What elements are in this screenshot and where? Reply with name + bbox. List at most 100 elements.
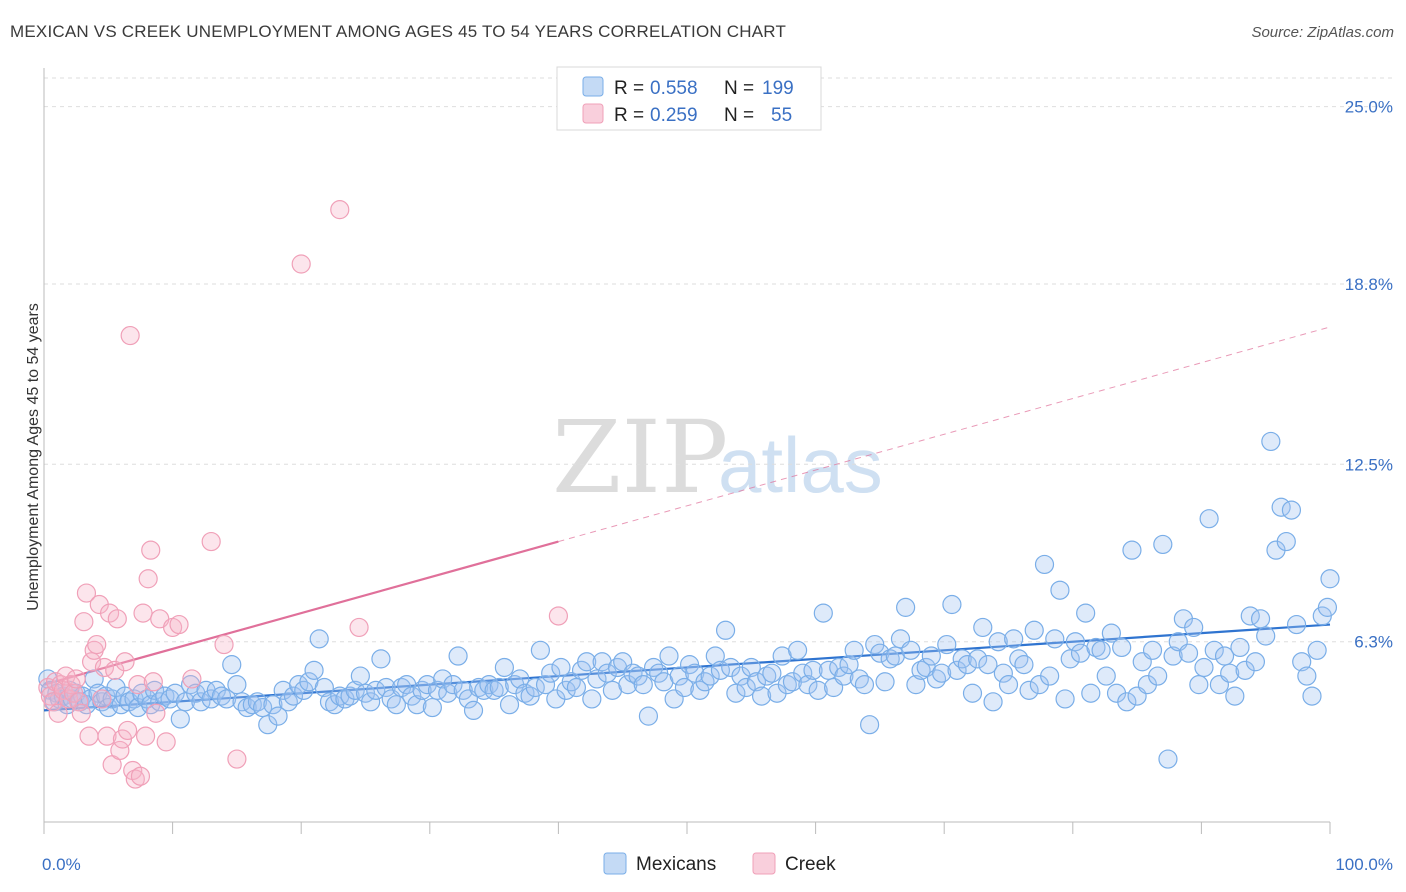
point-mexicans-185 <box>947 660 967 680</box>
point-mexicans-148 <box>757 666 777 686</box>
point-mexicans-126 <box>643 657 664 678</box>
point-creek-37 <box>133 603 153 623</box>
point-mexicans-98 <box>499 695 520 715</box>
chart-source: Source: ZipAtlas.com <box>1251 24 1394 41</box>
legend-r-value-mexicans: 0.558 <box>650 78 698 99</box>
point-mexicans-60 <box>304 660 324 680</box>
point-mexicans-85 <box>433 669 453 689</box>
point-mexicans-80 <box>407 695 427 715</box>
point-mexicans-188 <box>962 683 983 703</box>
point-mexicans-76 <box>386 695 406 715</box>
point-mexicans-171 <box>875 672 895 692</box>
point-mexicans-251 <box>1286 614 1307 635</box>
bottom-legend-label-mexicans: Mexicans <box>636 854 716 875</box>
point-mexicans-129 <box>659 646 679 666</box>
trend-line-extended-creek <box>558 326 1331 543</box>
point-mexicans-240 <box>1230 637 1250 658</box>
bottom-legend-label-creek: Creek <box>785 854 836 875</box>
point-mexicans-106 <box>541 663 561 683</box>
legend-r-label-mexicans: R = <box>614 78 644 99</box>
point-mexicans-95 <box>484 680 504 700</box>
point-mexicans-218 <box>1117 692 1137 712</box>
point-mexicans-243 <box>1245 652 1266 672</box>
point-creek-42 <box>146 703 166 723</box>
y-axis-label: Unemployment Among Ages 45 to 54 years <box>25 303 42 611</box>
point-mexicans-211 <box>1081 683 1101 703</box>
chart-title: MEXICAN VS CREEK UNEMPLOYMENT AMONG AGES… <box>10 22 787 41</box>
y-tick-label-1: 12.5% <box>1345 455 1393 474</box>
legend-r-label-creek: R = <box>614 105 644 126</box>
watermark-atlas: atlas <box>718 421 883 509</box>
point-mexicans-74 <box>376 677 396 698</box>
point-creek-54 <box>548 606 569 626</box>
point-mexicans-101 <box>515 683 535 703</box>
point-creek-15 <box>76 583 97 603</box>
point-creek-32 <box>120 325 140 346</box>
point-mexicans-152 <box>777 675 797 695</box>
point-creek-4 <box>48 703 68 723</box>
point-mexicans-34 <box>170 709 190 729</box>
point-mexicans-32 <box>160 689 180 709</box>
point-mexicans-154 <box>787 640 808 660</box>
point-mexicans-145 <box>741 657 761 678</box>
point-mexicans-191 <box>978 655 998 675</box>
point-creek-24 <box>99 603 120 623</box>
point-creek-44 <box>156 732 176 752</box>
point-creek-14 <box>74 612 94 632</box>
point-mexicans-192 <box>983 692 1003 712</box>
point-mexicans-137 <box>700 666 720 686</box>
point-mexicans-186 <box>952 649 972 669</box>
point-creek-28 <box>110 740 130 761</box>
grid-lines <box>44 77 1392 643</box>
point-mexicans-138 <box>705 646 725 666</box>
bottom-legend-swatch-creek <box>752 852 776 875</box>
point-mexicans-183 <box>937 634 957 655</box>
x-tick-label-min: 0.0% <box>42 855 81 874</box>
point-mexicans-125 <box>638 706 659 726</box>
point-mexicans-114 <box>582 689 602 709</box>
point-mexicans-165 <box>844 640 864 660</box>
point-mexicans-170 <box>870 643 890 663</box>
data-points <box>38 200 1340 789</box>
point-mexicans-207 <box>1060 649 1080 669</box>
point-creek-35 <box>128 675 148 695</box>
point-creek-36 <box>130 766 151 786</box>
point-mexicans-184 <box>942 594 962 615</box>
point-mexicans-194 <box>993 663 1013 683</box>
point-mexicans-88 <box>448 646 468 666</box>
point-mexicans-212 <box>1086 637 1106 658</box>
point-creek-12 <box>69 692 89 712</box>
point-mexicans-237 <box>1214 646 1235 666</box>
point-mexicans-55 <box>278 692 298 712</box>
point-mexicans-140 <box>715 620 736 640</box>
point-mexicans-213 <box>1091 640 1111 660</box>
point-mexicans-195 <box>998 675 1019 695</box>
point-mexicans-252 <box>1292 652 1312 672</box>
point-mexicans-149 <box>762 663 782 683</box>
point-mexicans-210 <box>1076 603 1096 623</box>
point-mexicans-199 <box>1019 680 1039 700</box>
point-mexicans-168 <box>860 715 880 735</box>
point-mexicans-172 <box>880 649 900 669</box>
point-creek-21 <box>92 689 112 709</box>
point-mexicans-231 <box>1184 617 1204 638</box>
point-mexicans-175 <box>896 597 916 617</box>
legend-top: R = 0.558 N = 199 R = 0.259 N = 55 <box>556 66 822 131</box>
point-creek-19 <box>87 634 107 655</box>
point-mexicans-224 <box>1148 666 1168 686</box>
point-mexicans-73 <box>371 649 391 669</box>
point-creek-39 <box>138 569 158 589</box>
point-mexicans-187 <box>957 655 977 675</box>
bottom-legend-swatch-mexicans <box>603 852 627 875</box>
point-mexicans-258 <box>1320 569 1340 589</box>
point-creek-31 <box>117 720 138 741</box>
point-mexicans-230 <box>1178 643 1199 663</box>
point-mexicans-246 <box>1261 431 1281 452</box>
point-mexicans-253 <box>1297 666 1317 686</box>
point-mexicans-45 <box>227 675 247 695</box>
point-mexicans-205 <box>1050 580 1070 600</box>
point-mexicans-157 <box>803 660 823 680</box>
point-mexicans-223 <box>1142 640 1163 660</box>
y-tick-labels: 6.3% 12.5% 18.8% 25.0% <box>1345 98 1393 652</box>
point-creek-51 <box>291 254 311 274</box>
